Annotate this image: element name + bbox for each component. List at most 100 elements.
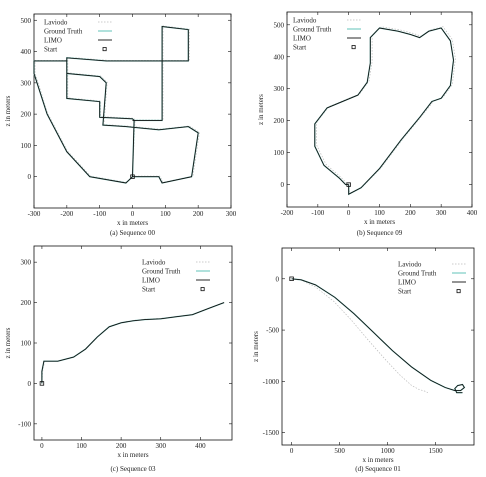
series-line-limo <box>291 278 465 394</box>
legend-swatch-start <box>200 287 205 292</box>
panel-caption: (b) Sequence 09 <box>357 229 403 237</box>
x-tick-label: 1500 <box>429 447 444 455</box>
x-tick-label: 300 <box>155 442 166 450</box>
y-tick-label: 0 <box>276 275 280 283</box>
legend-label-start: Start <box>142 286 155 294</box>
legend-label-limo: LIMO <box>142 277 160 285</box>
x-tick-label: 100 <box>76 442 87 450</box>
y-tick-label: -100 <box>18 420 31 428</box>
x-axis-label: x in meters <box>364 218 395 226</box>
y-axis-label: z in meters <box>257 94 265 125</box>
legend-label-limo: LIMO <box>398 279 416 287</box>
y-axis-label: z in meters <box>4 95 12 126</box>
x-tick-label: -200 <box>60 210 73 218</box>
legend-swatch-start <box>456 289 461 294</box>
y-tick-label: -500 <box>266 327 279 335</box>
plot-frame <box>281 247 475 446</box>
y-tick-label: 100 <box>21 142 32 150</box>
x-tick-label: -300 <box>28 210 41 218</box>
plot-frame <box>286 11 473 208</box>
y-tick-label: 400 <box>21 48 32 56</box>
legend-label-start: Start <box>44 46 57 54</box>
legend-label-limo: LIMO <box>44 37 62 45</box>
start-marker <box>130 174 135 179</box>
chart-panel-1: -300 -200 -100 0 100 200 300 0 100 200 300 400 500 x … <box>4 13 237 237</box>
x-tick-label: 200 <box>116 442 127 450</box>
x-tick-label: -100 <box>311 209 324 217</box>
legend-label-laviodo: Laviodo <box>44 19 68 27</box>
y-tick-label: 500 <box>21 17 32 25</box>
series-line-limo <box>314 27 454 195</box>
x-tick-label: 400 <box>467 209 478 217</box>
chart-panel-3: 0 100 200 300 400 -100 0 100 200 300 x in meters z … <box>4 245 233 473</box>
start-marker <box>39 381 45 386</box>
x-tick-label: 400 <box>195 442 206 450</box>
x-axis-label: x in meters <box>117 451 148 459</box>
y-tick-label: 100 <box>274 149 285 157</box>
legend-label-limo: LIMO <box>293 35 311 43</box>
y-tick-label: -1500 <box>263 429 280 437</box>
y-tick-label: 300 <box>21 79 32 87</box>
series-line-laviodo <box>34 25 200 183</box>
series-line-laviodo <box>316 26 456 195</box>
legend-label-ground-truth: Ground Truth <box>142 268 181 276</box>
y-axis-label: z in meters <box>252 331 260 362</box>
legend-label-ground-truth: Ground Truth <box>398 270 437 278</box>
y-tick-label: 0 <box>28 173 32 181</box>
x-tick-label: 0 <box>131 210 135 218</box>
panel-caption: (a) Sequence 00 <box>110 229 156 237</box>
y-tick-label: 0 <box>28 380 32 388</box>
panel-caption: (c) Sequence 03 <box>110 465 156 473</box>
x-tick-label: 0 <box>347 209 351 217</box>
y-tick-label: 300 <box>274 85 285 93</box>
y-tick-label: 300 <box>21 259 32 267</box>
series-line-ground-truth <box>314 27 455 196</box>
y-tick-label: 200 <box>21 299 32 307</box>
y-axis-label: z in meters <box>4 327 12 358</box>
x-tick-label: 300 <box>436 209 447 217</box>
legend-label-start: Start <box>398 288 411 296</box>
x-axis-label: x in meters <box>362 456 393 464</box>
y-tick-label: 200 <box>274 117 285 125</box>
y-tick-label: 0 <box>281 181 285 189</box>
x-tick-label: 300 <box>226 210 237 218</box>
series-line-limo <box>41 302 225 384</box>
series-line-laviodo <box>291 278 429 394</box>
start-marker <box>289 276 294 281</box>
series-line-ground-truth <box>291 278 466 394</box>
series-line-limo <box>33 25 199 184</box>
legend-label-laviodo: Laviodo <box>398 261 422 269</box>
legend-label-start: Start <box>293 44 306 52</box>
legend-label-ground-truth: Ground Truth <box>293 26 332 34</box>
chart-panel-2: -200 -100 0 100 200 300 400 0 100 200 300 400 500 x i… <box>257 11 478 237</box>
y-tick-label: -1000 <box>263 378 280 386</box>
x-tick-label: 0 <box>290 447 294 455</box>
y-tick-label: 200 <box>21 111 32 119</box>
series-line-ground-truth <box>33 25 199 184</box>
x-tick-label: 1000 <box>381 447 396 455</box>
panel-caption: (d) Sequence 01 <box>355 465 401 473</box>
chart-panel-4: 0 500 1000 1500 -1500 -1000 -500 0 x in meters z … <box>252 247 475 473</box>
legend-swatch-start <box>351 45 356 50</box>
x-tick-label: 100 <box>160 210 171 218</box>
x-tick-label: -100 <box>93 210 106 218</box>
x-tick-label: 100 <box>374 209 385 217</box>
x-tick-label: 500 <box>334 447 345 455</box>
legend-label-laviodo: Laviodo <box>293 17 317 25</box>
x-tick-label: 0 <box>40 442 44 450</box>
legend-swatch-start <box>102 47 107 52</box>
legend-label-laviodo: Laviodo <box>142 259 166 267</box>
series-line-ground-truth <box>41 301 225 384</box>
x-tick-label: 200 <box>193 210 204 218</box>
x-tick-label: 200 <box>405 209 416 217</box>
series-line-laviodo <box>41 301 226 384</box>
legend-label-ground-truth: Ground Truth <box>44 28 83 36</box>
start-marker <box>346 182 351 187</box>
x-tick-label: -200 <box>281 209 294 217</box>
y-tick-label: 400 <box>274 53 285 61</box>
